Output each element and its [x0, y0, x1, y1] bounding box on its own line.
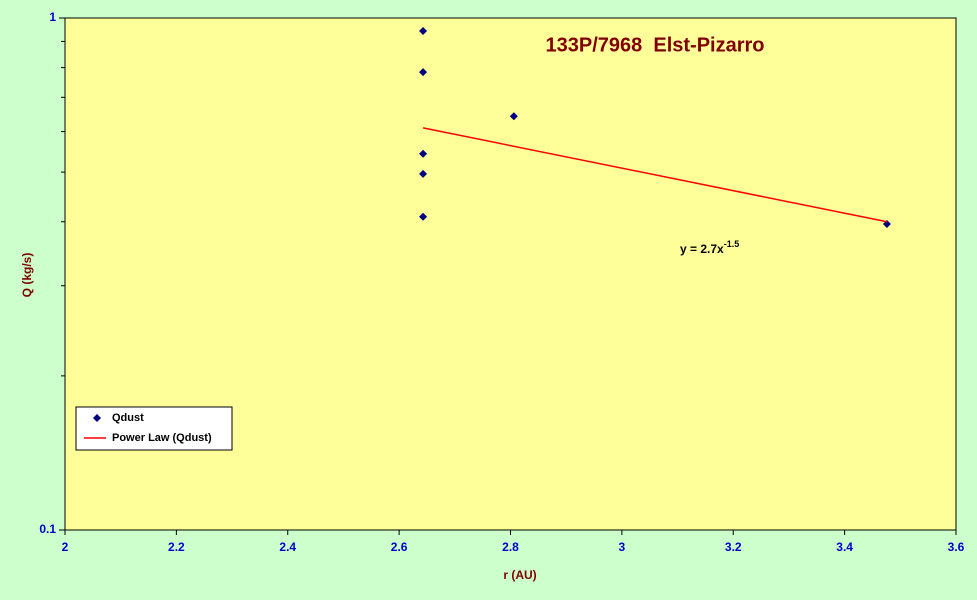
data-point	[419, 149, 428, 158]
annotation-superscript: -1.5	[724, 239, 740, 249]
legend: Qdust Power Law (Qdust)	[75, 406, 233, 451]
y-tick-label: 1	[49, 10, 56, 24]
legend-label: Power Law (Qdust)	[112, 432, 212, 444]
x-tick-label: 2.2	[168, 540, 185, 554]
data-point	[509, 112, 518, 121]
x-tick-label: 2	[62, 540, 69, 554]
x-tick-label: 2.4	[279, 540, 296, 554]
x-tick-label: 3.2	[725, 540, 742, 554]
plot-area	[64, 17, 957, 531]
y-axis-label: Q (kg/s)	[20, 253, 34, 298]
annotation-text: y = 2.7x	[680, 242, 724, 256]
x-tick-label: 3.6	[948, 540, 965, 554]
x-tick-label: 3.4	[836, 540, 853, 554]
x-tick-label: 2.8	[502, 540, 519, 554]
trend-line	[422, 127, 888, 223]
x-axis-label: r (AU)	[503, 568, 536, 582]
data-point	[419, 212, 428, 221]
data-point	[419, 169, 428, 178]
chart-title: 133P/7968 Elst-Pizarro	[545, 34, 764, 56]
legend-box	[75, 406, 233, 451]
x-tick-label: 3	[619, 540, 626, 554]
y-tick-label: 0.1	[39, 522, 56, 536]
x-tick-label: 2.6	[391, 540, 408, 554]
legend-marker	[93, 414, 101, 422]
annotation: y = 2.7x-1.5	[680, 239, 739, 256]
data-point	[419, 68, 428, 77]
legend-label: Qdust	[112, 412, 144, 424]
data-point	[419, 27, 428, 36]
